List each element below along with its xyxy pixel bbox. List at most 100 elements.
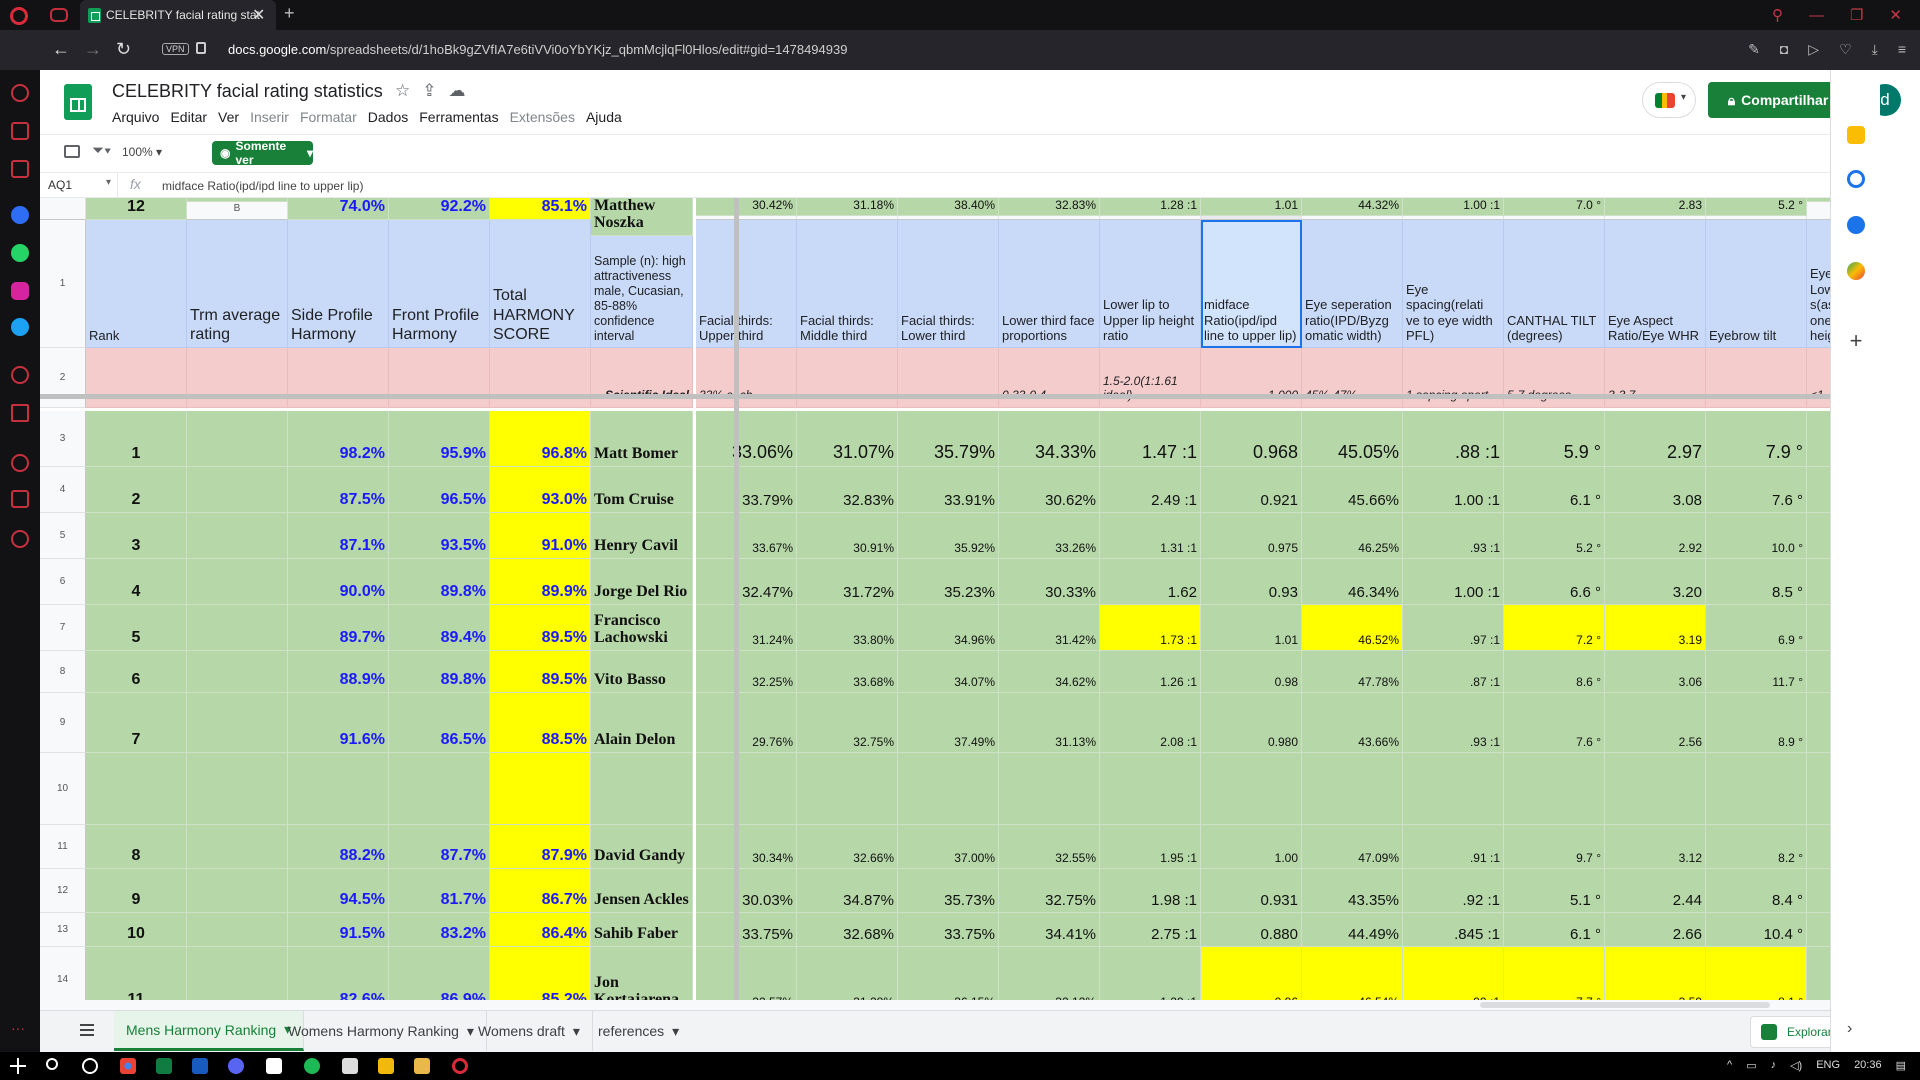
measure-cell[interactable]: 46.52% [1302, 605, 1403, 651]
measure-cell[interactable]: .93 :1 [1403, 513, 1504, 559]
measure-cell[interactable] [1100, 753, 1201, 825]
measure-cell[interactable]: 37.00% [898, 825, 999, 869]
rating-cell[interactable] [187, 467, 288, 513]
measure-cell[interactable]: .88 :1 [1403, 411, 1504, 467]
menu-ferramentas[interactable]: Ferramentas [419, 109, 499, 125]
ideal-cell[interactable]: 3-3.7 [1605, 348, 1706, 408]
measure-cell[interactable] [1201, 753, 1302, 825]
measure-cell[interactable]: 34.41% [999, 913, 1100, 947]
measure-cell[interactable]: 6.1 ° [1504, 913, 1605, 947]
measure-cell[interactable]: 1.28 :1 [1100, 198, 1201, 216]
rank-cell[interactable]: 12 [86, 198, 187, 220]
measure-cell[interactable]: 33.06% [696, 411, 797, 467]
measure-cell[interactable]: 32.55% [999, 825, 1100, 869]
bookmark-heart-icon[interactable]: ♡ [1839, 41, 1852, 57]
measure-cell[interactable]: 33.75% [898, 913, 999, 947]
measure-cell[interactable]: 33.68% [797, 651, 898, 693]
row-header[interactable]: 8 [40, 651, 86, 693]
side-harmony-cell[interactable]: 74.0% [288, 198, 389, 220]
measure-cell[interactable]: 43.66% [1302, 693, 1403, 753]
extensions-icon[interactable] [11, 490, 29, 508]
doc-title[interactable]: CELEBRITY facial rating statistics [112, 81, 383, 101]
header-cell[interactable]: Facial thirds: Upper third [696, 220, 797, 348]
measure-cell[interactable]: 7.9 ° [1706, 411, 1807, 467]
celebrity-name-cell[interactable]: Sahib Faber [591, 913, 693, 947]
column-freeze-divider[interactable] [734, 198, 739, 1000]
whatsapp-icon[interactable] [11, 244, 29, 262]
measure-cell[interactable]: 1.00 :1 [1403, 559, 1504, 605]
measure-cell[interactable]: 1.95 :1 [1100, 825, 1201, 869]
celebrity-name-cell[interactable]: Francisco Lachowski [591, 605, 693, 651]
front-harmony-cell[interactable]: 89.8% [389, 559, 490, 605]
row-header[interactable]: 11 [40, 825, 86, 869]
measure-cell[interactable]: 1.47 :1 [1100, 411, 1201, 467]
total-score-cell[interactable]: 89.9% [490, 559, 591, 605]
ideal-cell[interactable]: 1.000 [1201, 348, 1302, 408]
row-header[interactable]: 7 [40, 605, 86, 651]
player-icon[interactable] [11, 366, 29, 384]
ideal-cell[interactable] [898, 348, 999, 408]
horizontal-scrollbar[interactable] [40, 1000, 1870, 1010]
measure-cell[interactable]: 47.78% [1302, 651, 1403, 693]
snapshot-icon[interactable]: ◘ [1779, 41, 1789, 57]
scroll-thumb[interactable] [1480, 1002, 1770, 1008]
browser-tab-active[interactable]: CELEBRITY facial rating stat [80, 0, 276, 30]
measure-cell[interactable]: 31.13% [999, 693, 1100, 753]
measure-cell[interactable]: 31.24% [696, 605, 797, 651]
front-harmony-cell[interactable]: 81.7% [389, 869, 490, 913]
measure-cell[interactable]: 8.2 ° [1706, 825, 1807, 869]
measure-cell[interactable]: 30.42% [696, 198, 797, 216]
measure-cell[interactable]: 1.73 :1 [1100, 605, 1201, 651]
front-harmony-cell[interactable]: 87.7% [389, 825, 490, 869]
measure-cell[interactable]: 30.34% [696, 825, 797, 869]
measure-cell[interactable]: 0.96 [1201, 947, 1302, 1000]
side-harmony-cell[interactable]: 89.7% [288, 605, 389, 651]
measure-cell[interactable]: .91 :1 [1403, 825, 1504, 869]
measure-cell[interactable]: 0.921 [1201, 467, 1302, 513]
discord-icon[interactable] [228, 1058, 244, 1074]
row-header[interactable]: 12 [40, 869, 86, 913]
measure-cell[interactable]: 3.59 [1605, 947, 1706, 1000]
rating-cell[interactable] [187, 753, 288, 825]
row-header[interactable]: 2 [40, 348, 86, 408]
measure-cell[interactable]: 33.75% [696, 913, 797, 947]
send-icon[interactable]: ✎ [1748, 41, 1760, 57]
header-cell[interactable]: Rank [86, 220, 187, 348]
keep-icon[interactable] [1847, 126, 1865, 144]
measure-cell[interactable]: 7.7 ° [1504, 947, 1605, 1000]
measure-cell[interactable]: 32.68% [797, 913, 898, 947]
measure-cell[interactable]: 34.96% [898, 605, 999, 651]
language-indicator[interactable]: ENG [1816, 1059, 1841, 1071]
menu-ver[interactable]: Ver [218, 109, 240, 125]
measure-cell[interactable]: 1.01 [1201, 198, 1302, 216]
measure-cell[interactable]: 32.12% [999, 947, 1100, 1000]
gx-control-icon[interactable] [50, 8, 68, 22]
measure-cell[interactable]: 36.15% [898, 947, 999, 1000]
measure-cell[interactable]: 30.62% [999, 467, 1100, 513]
measure-cell[interactable]: 32.83% [999, 198, 1100, 216]
sheet-tab-womens-draft[interactable]: Womens draft ▾ [466, 1011, 593, 1051]
measure-cell[interactable]: 44.32% [1302, 198, 1403, 216]
total-score-cell[interactable]: 87.9% [490, 825, 591, 869]
header-cell[interactable]: Eye seperation ratio(IPD/Byzg omatic wid… [1302, 220, 1403, 348]
total-score-cell[interactable]: 91.0% [490, 513, 591, 559]
zoom-select[interactable]: 100% ▾ [122, 145, 163, 159]
header-cell[interactable]: Trm average rating [187, 220, 288, 348]
measure-cell[interactable]: 1.26 :1 [1100, 651, 1201, 693]
measure-cell[interactable]: 32.57% [696, 947, 797, 1000]
measure-cell[interactable]: 0.98 [1201, 651, 1302, 693]
measure-cell[interactable]: 6.9 ° [1706, 605, 1807, 651]
front-harmony-cell[interactable]: 83.2% [389, 913, 490, 947]
mic-icon[interactable]: ♪ [1770, 1059, 1777, 1071]
header-cell[interactable]: Facial thirds: Lower third [898, 220, 999, 348]
total-score-cell[interactable]: 93.0% [490, 467, 591, 513]
measure-cell[interactable]: 0.93 [1201, 559, 1302, 605]
measure-cell[interactable]: .87 :1 [1403, 651, 1504, 693]
column-header[interactable]: B [187, 198, 288, 220]
measure-cell[interactable]: 7.6 ° [1706, 467, 1807, 513]
menu-formatar[interactable]: Formatar [299, 109, 357, 125]
side-harmony-cell[interactable]: 87.5% [288, 467, 389, 513]
search-icon[interactable] [46, 1058, 58, 1070]
rating-cell[interactable] [187, 947, 288, 1000]
file-explorer-icon[interactable] [414, 1058, 430, 1074]
